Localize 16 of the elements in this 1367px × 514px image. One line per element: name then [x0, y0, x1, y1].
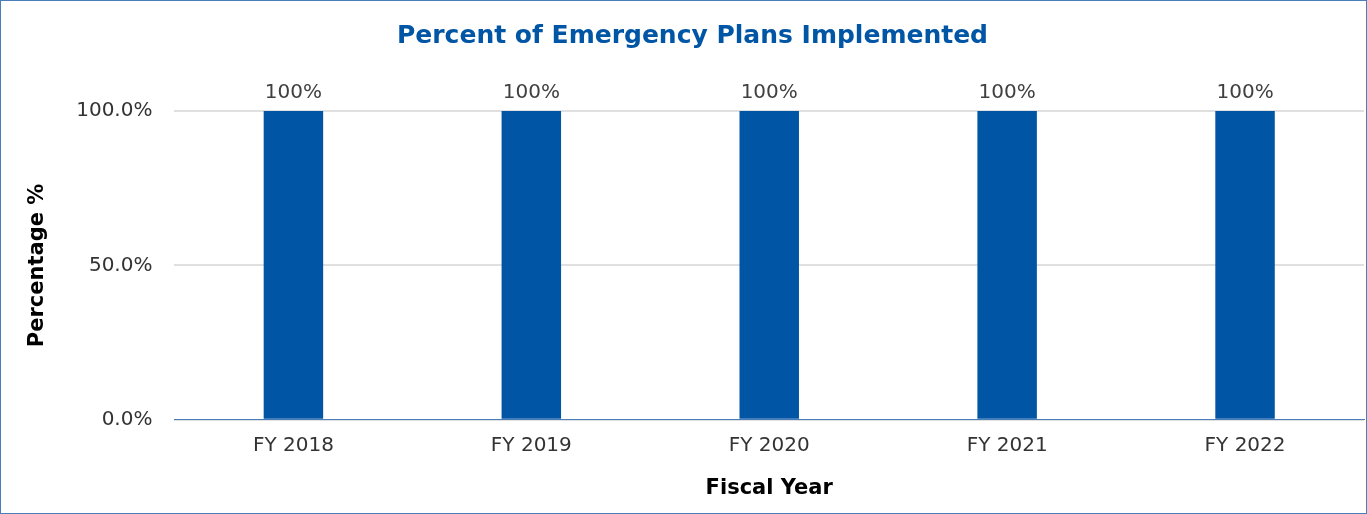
x-tick-label: FY 2022: [1204, 432, 1286, 456]
x-axis-title: Fiscal Year: [705, 474, 834, 499]
y-tick-label: 50.0%: [88, 251, 153, 276]
y-axis-title: Percentage %: [24, 183, 49, 348]
x-tick-label: FY 2019: [490, 432, 572, 456]
data-label: 100%: [1216, 79, 1274, 104]
x-tick-label: FY 2018: [252, 432, 334, 456]
x-tick-label: FY 2021: [966, 432, 1048, 456]
x-tick-label: FY 2020: [728, 432, 810, 456]
y-tick-label: 100.0%: [76, 97, 153, 122]
data-label: 100%: [740, 79, 798, 104]
y-tick-label: 0.0%: [101, 406, 153, 430]
data-label: 100%: [502, 79, 560, 104]
chart-title: Percent of Emergency Plans Implemented: [397, 19, 988, 49]
data-label: 100%: [978, 79, 1036, 104]
data-label: 100%: [264, 79, 323, 104]
